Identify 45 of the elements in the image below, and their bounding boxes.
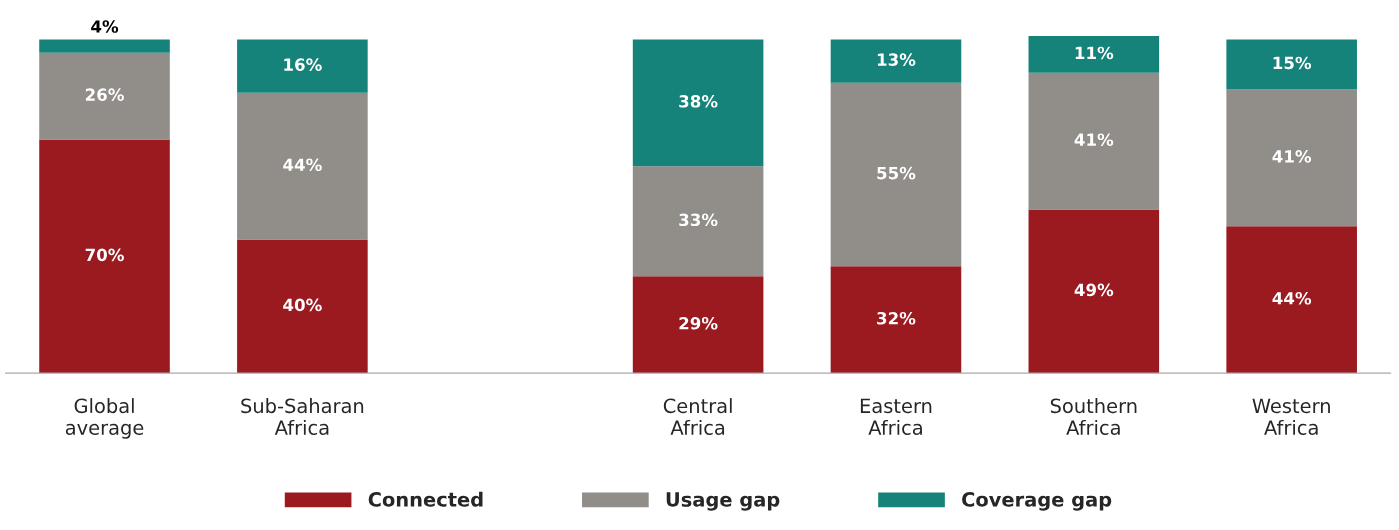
bar (1226, 39, 1357, 90)
data-label: 16% (284, 58, 322, 71)
data-label: 13% (877, 53, 916, 66)
data-label: 38% (679, 95, 718, 108)
data-label: 70% (85, 248, 124, 262)
data-label: 33% (679, 213, 718, 227)
bar (39, 139, 170, 374)
bar (632, 39, 764, 167)
x-tick-label: Global average (65, 398, 144, 439)
data-label: 44% (1272, 291, 1312, 305)
bar (1028, 36, 1160, 73)
data-label: 29% (679, 316, 718, 330)
bar (1028, 209, 1160, 374)
data-label: 41% (1272, 150, 1312, 163)
x-tick-label: Southern Africa (1050, 398, 1137, 435)
bar (1226, 89, 1357, 227)
x-tick-label: Eastern Africa (860, 398, 932, 435)
x-tick-label: Central Africa (663, 398, 732, 435)
x-tick-label: Western Africa (1252, 398, 1330, 435)
data-label: 49% (1074, 283, 1114, 297)
bar (237, 239, 368, 374)
bar (1226, 226, 1357, 374)
x-tick-label: Sub-Saharan Africa (241, 398, 364, 435)
data-label: 40% (283, 298, 322, 312)
bar (39, 39, 170, 53)
bar (632, 166, 764, 277)
bar (237, 39, 368, 93)
bar (830, 39, 962, 83)
bar (632, 276, 764, 374)
bar (237, 92, 368, 240)
bar (1028, 72, 1160, 210)
bar (830, 82, 962, 267)
data-label: 26% (85, 88, 124, 101)
data-label: 44% (283, 158, 322, 172)
data-label: 32% (877, 311, 916, 325)
data-label: 11% (1075, 46, 1114, 60)
legend-label: Connected (368, 491, 483, 507)
data-label: 41% (1074, 133, 1114, 146)
data-label: 4% (91, 20, 119, 33)
legend-label: Coverage gap (962, 492, 1112, 511)
data-label: 55% (877, 166, 916, 180)
data-label: 15% (1273, 56, 1312, 70)
bar (830, 266, 962, 374)
bar (39, 52, 170, 140)
legend-label: Usage gap (666, 492, 780, 511)
